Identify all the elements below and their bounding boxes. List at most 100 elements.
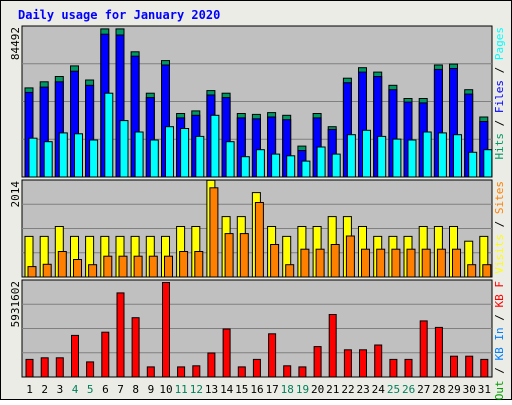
kbf-bar — [268, 333, 277, 378]
pages-bar — [362, 129, 371, 178]
sites-bar — [209, 187, 219, 278]
kbf-bar — [146, 366, 155, 378]
pages-bar — [346, 134, 356, 178]
x-tick-label: 15 — [235, 383, 248, 396]
kbf-bar — [55, 357, 64, 378]
x-tick-label: 10 — [159, 383, 172, 396]
pages-bar — [301, 160, 311, 178]
x-tick-label: 2 — [41, 383, 48, 396]
legend-entry: Files — [493, 80, 506, 113]
x-tick-label: 21 — [326, 383, 339, 396]
pages-bar — [483, 149, 493, 178]
kbf-bar — [86, 361, 95, 378]
kbf-bar — [374, 344, 383, 378]
x-tick-label: 9 — [148, 383, 155, 396]
sites-bar — [194, 251, 204, 278]
x-tick-label: 25 — [387, 383, 400, 396]
pages-bar — [74, 133, 83, 178]
kbf-bar — [162, 282, 170, 378]
x-tick-label: 11 — [175, 383, 188, 396]
kbf-bar — [404, 358, 413, 378]
pages-bar — [316, 146, 326, 178]
pages-bar — [392, 138, 402, 178]
sites-bar — [103, 255, 113, 278]
sites-bar — [421, 248, 431, 278]
pages-bar — [195, 135, 205, 178]
x-tick-label: 27 — [417, 383, 430, 396]
kbf-bar — [283, 365, 292, 378]
legend-middle: Visits / Sites — [493, 181, 506, 274]
pages-bar — [331, 153, 341, 178]
sites-bar — [270, 244, 280, 278]
kbf-bar — [389, 358, 398, 378]
sites-bar — [482, 264, 492, 278]
pages-bar — [58, 132, 68, 178]
x-tick-label: 6 — [102, 383, 109, 396]
pages-bar — [240, 156, 250, 178]
x-tick-label: 20 — [311, 383, 324, 396]
x-tick-label: 4 — [72, 383, 79, 396]
kbf-bar — [343, 349, 352, 378]
pages-bar — [28, 137, 38, 178]
pages-bar — [119, 120, 129, 178]
x-tick-label: 24 — [372, 383, 386, 396]
sites-bar — [148, 255, 158, 278]
pages-bar — [422, 131, 432, 178]
kbf-bar — [71, 334, 79, 378]
sites-bar — [57, 251, 67, 278]
legend-entry: Visits — [493, 234, 506, 274]
sites-bar — [452, 248, 461, 278]
sites-bar — [133, 255, 143, 278]
sites-bar — [118, 255, 128, 278]
kbf-bar — [237, 366, 246, 378]
x-tick-label: 17 — [266, 383, 279, 396]
kbf-bar — [252, 358, 261, 378]
kbf-bar — [131, 317, 140, 378]
kbf-bar — [298, 366, 307, 378]
pages-bar — [43, 141, 53, 178]
legend-bottom: KB Out / KB In / KB F — [493, 281, 506, 400]
pages-bar — [468, 151, 478, 178]
kbf-bar — [450, 355, 458, 378]
kbf-bar — [465, 355, 474, 378]
pages-bar — [437, 132, 447, 178]
x-tick-label: 30 — [463, 383, 476, 396]
sites-bar — [361, 248, 370, 278]
sites-bar — [239, 233, 249, 278]
pages-bar — [255, 149, 265, 178]
pages-bar — [286, 155, 296, 178]
sites-bar — [376, 248, 386, 278]
sites-bar — [406, 248, 416, 278]
pages-bar — [407, 139, 417, 178]
kbf-bar — [359, 349, 367, 378]
y-axis-max-label: 2014 — [9, 181, 22, 208]
x-tick-label: 23 — [356, 383, 369, 396]
sites-bar — [164, 255, 173, 278]
sites-bar — [224, 233, 234, 278]
kbf-bar — [313, 346, 322, 378]
pages-bar — [453, 134, 462, 178]
sites-bar — [88, 264, 98, 278]
sites-bar — [467, 264, 477, 278]
legend-entry: Hits — [493, 133, 506, 160]
kbf-bar — [116, 292, 125, 378]
legend-entry: Pages — [493, 27, 506, 60]
x-tick-label: 22 — [341, 383, 354, 396]
legend-entry: KB F — [493, 281, 506, 308]
sites-bar — [391, 248, 401, 278]
x-tick-label: 26 — [402, 383, 415, 396]
legend-top: Hits / Files / Pages — [493, 27, 506, 160]
x-tick-label: 13 — [205, 383, 218, 396]
x-tick-label: 5 — [87, 383, 94, 396]
pages-bar — [377, 135, 387, 178]
legend-separator: / — [493, 361, 506, 381]
x-tick-label: 19 — [296, 383, 309, 396]
pages-bar — [271, 153, 281, 178]
legend-separator: / — [493, 60, 506, 80]
sites-bar — [27, 266, 37, 278]
kbf-bar — [419, 320, 428, 378]
x-tick-label: 18 — [281, 383, 294, 396]
